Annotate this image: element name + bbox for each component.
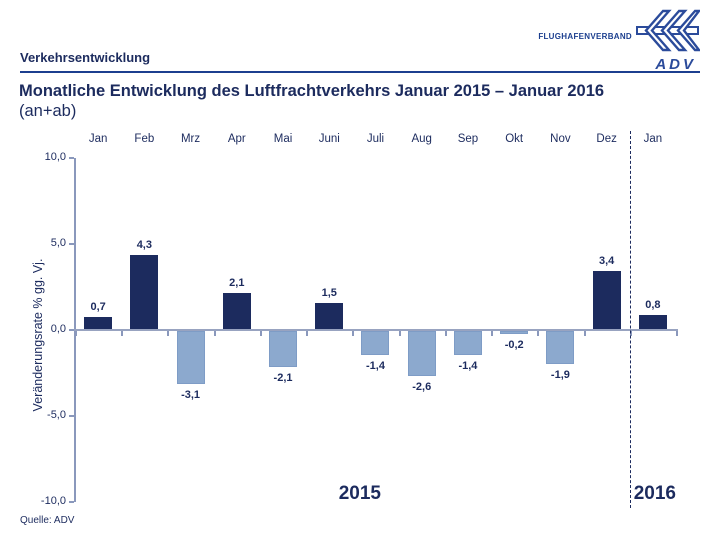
bar — [361, 331, 390, 356]
x-axis-tick — [75, 331, 77, 336]
y-axis-title: Veränderungsrate % gg. Vj. — [31, 258, 45, 412]
year-separator-line — [629, 131, 631, 508]
bar — [130, 255, 159, 329]
x-axis-tick — [444, 331, 447, 336]
month-label: Nov — [550, 133, 571, 145]
month-label: Feb — [134, 133, 155, 145]
x-axis-tick — [167, 331, 170, 336]
month-label: Jan — [643, 133, 663, 145]
x-axis-tick — [121, 331, 124, 336]
y-axis-tick — [69, 501, 74, 503]
logo-abbr-text: ADV — [655, 56, 696, 73]
bar-value-label: 4,3 — [136, 239, 152, 252]
bar-value-label: -0,2 — [504, 339, 524, 352]
bar — [315, 303, 344, 329]
x-axis-tick — [583, 331, 586, 336]
bar-value-label: 1,5 — [321, 287, 337, 300]
logo-org-text: FLUGHAFENVERBAND — [538, 32, 632, 41]
bar-value-label: -1,4 — [458, 360, 478, 373]
bar — [222, 292, 251, 329]
x-axis-tick — [629, 331, 632, 336]
x-axis-tick — [259, 331, 262, 336]
bar — [453, 331, 482, 356]
y-tick-label: 5,0 — [50, 237, 66, 249]
bar — [546, 331, 575, 364]
month-label: Aug — [411, 133, 432, 145]
page-subtitle: (an+ab) — [19, 102, 77, 120]
month-label: Juli — [366, 133, 385, 145]
y-tick-label: 10,0 — [44, 151, 66, 163]
year-label-2015: 2015 — [338, 483, 382, 504]
bar-value-label: -1,4 — [366, 360, 385, 373]
x-axis-tick — [213, 331, 216, 336]
y-tick-label: 0,0 — [50, 323, 66, 335]
bar-value-label: 0,8 — [645, 299, 661, 312]
y-axis-tick — [69, 415, 74, 417]
y-axis-tick — [69, 157, 74, 159]
source-note: Quelle: ADV — [20, 515, 75, 526]
bar — [500, 331, 529, 335]
month-label: Mai — [273, 133, 293, 145]
bar — [592, 270, 621, 329]
month-label: Sep — [457, 133, 479, 145]
month-label: Okt — [505, 133, 524, 145]
bar-value-label: 0,7 — [90, 300, 106, 313]
section-label: Verkehrsentwicklung — [20, 50, 151, 65]
x-axis-line — [74, 329, 678, 331]
x-axis-tick — [398, 331, 401, 336]
bar-value-label: -2,1 — [273, 372, 293, 385]
page-title: Monatliche Entwicklung des Luftfrachtver… — [19, 82, 605, 100]
x-axis-tick — [306, 331, 309, 336]
y-tick-label: -5,0 — [47, 409, 66, 421]
adv-chevrons-icon — [636, 9, 700, 52]
bar-value-label: -3,1 — [181, 389, 201, 402]
x-axis-tick — [352, 331, 355, 336]
year-label-2016: 2016 — [633, 483, 677, 504]
header-divider — [20, 71, 700, 73]
bar — [84, 316, 113, 329]
month-label: Apr — [227, 133, 246, 145]
bar — [269, 331, 298, 368]
bar — [176, 331, 205, 385]
x-axis-tick — [491, 331, 494, 336]
x-axis-tick — [537, 331, 540, 336]
bar-value-label: -1,9 — [550, 368, 570, 381]
adv-logo: FLUGHAFENVERBAND ADV — [482, 8, 702, 73]
y-axis-tick — [69, 329, 74, 331]
month-label: Jan — [88, 133, 108, 145]
month-label: Juni — [318, 133, 340, 145]
bar-value-label: -2,6 — [412, 380, 432, 393]
bar — [638, 315, 667, 329]
bar-value-label: 2,1 — [229, 276, 245, 289]
month-label: Dez — [596, 133, 617, 145]
y-axis-tick — [69, 243, 74, 245]
y-tick-label: -10,0 — [40, 495, 66, 507]
month-label: Mrz — [180, 133, 201, 145]
bar — [407, 331, 436, 376]
bar-value-label: 3,4 — [598, 254, 615, 267]
x-axis-tick — [675, 331, 678, 336]
